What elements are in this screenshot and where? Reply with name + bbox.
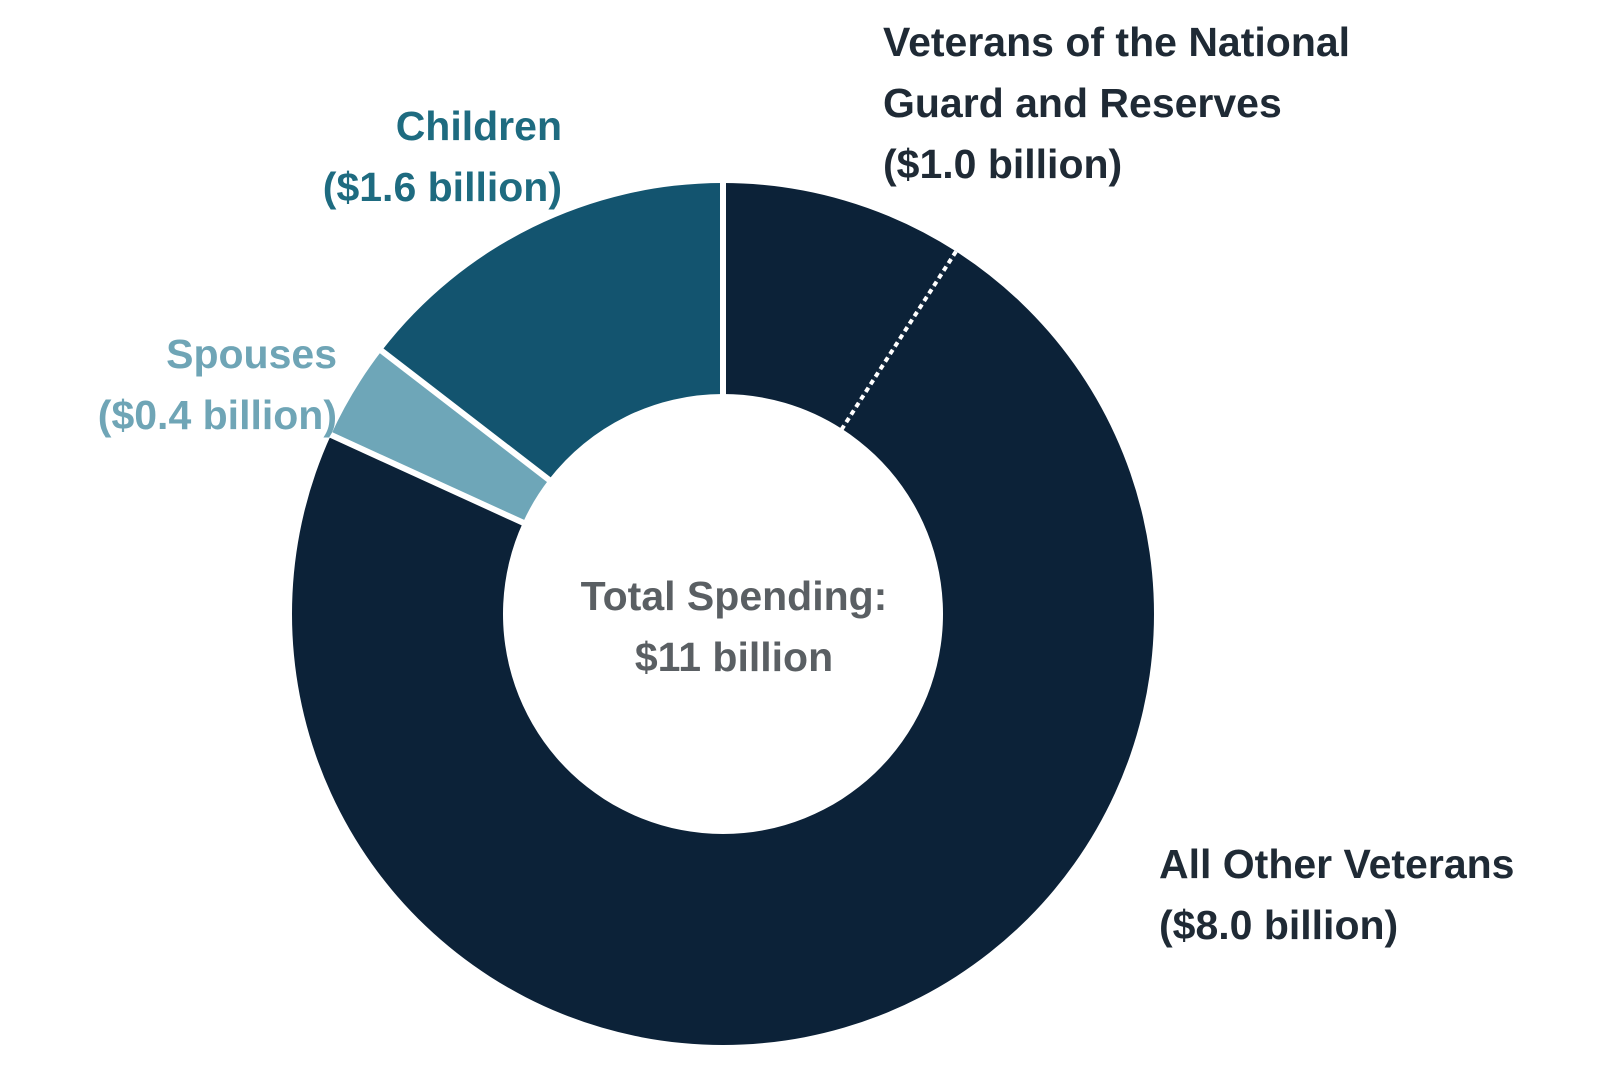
slice-label-all-other-veterans: All Other Veterans ($8.0 billion) <box>1159 834 1514 956</box>
slice-children <box>381 182 723 480</box>
slice-value-spouses: ($0.4 billion) <box>97 392 337 438</box>
slice-label-children-line1: Children <box>395 103 562 149</box>
divider-children <box>379 347 552 483</box>
slice-dividers <box>328 182 959 526</box>
slice-label-spouses: Spouses ($0.4 billion) <box>40 324 337 446</box>
donut-slices <box>292 182 1155 1045</box>
slice-spouses <box>330 350 549 523</box>
slice-label-children: Children ($1.6 billion) <box>200 96 562 218</box>
divider-spouses <box>328 431 526 526</box>
slice-label-national-guard-line1: Veterans of the National <box>883 19 1351 65</box>
slice-value-all-other-veterans: ($8.0 billion) <box>1159 902 1399 948</box>
slice-value-children: ($1.6 billion) <box>322 164 562 210</box>
slice-label-spouses-line1: Spouses <box>166 331 337 377</box>
slice-label-all-other-veterans-line1: All Other Veterans <box>1159 841 1515 887</box>
slice-label-national-guard-line2: Guard and Reserves <box>883 80 1282 126</box>
slice-all-other-veterans <box>292 251 1155 1045</box>
center-total-label: Total Spending: $11 billion <box>549 566 919 688</box>
center-total-title: Total Spending: <box>580 573 888 619</box>
center-total-value: $11 billion <box>634 634 834 680</box>
slice-label-national-guard: Veterans of the National Guard and Reser… <box>883 12 1350 195</box>
slice-national-guard <box>723 183 957 429</box>
slice-value-national-guard: ($1.0 billion) <box>883 141 1123 187</box>
